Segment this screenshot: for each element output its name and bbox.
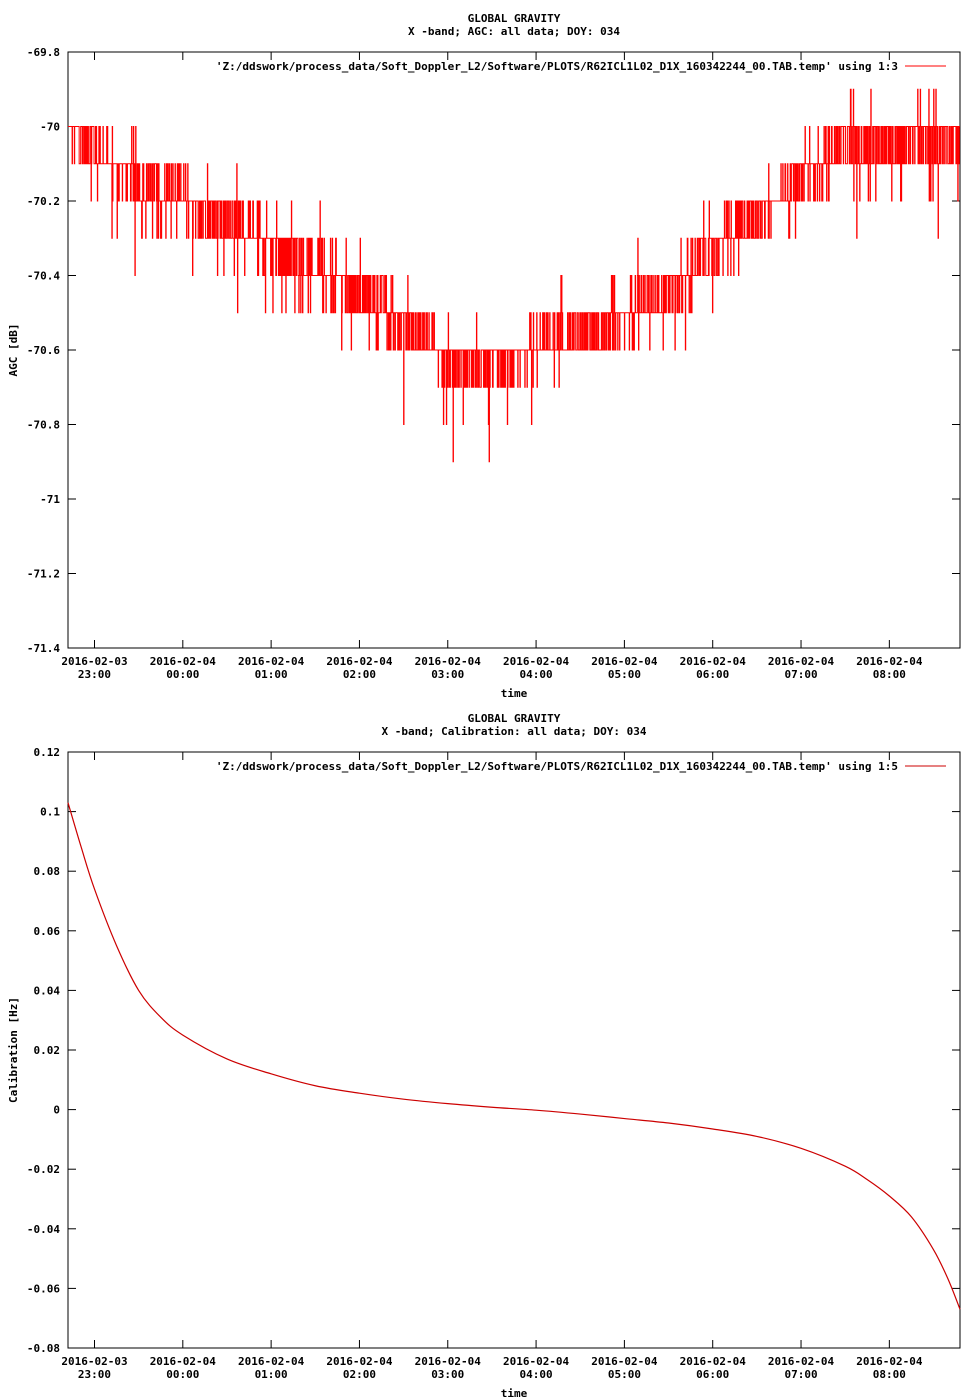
y-tick-label: -71: [40, 493, 60, 506]
chart-subtitle: X -band; Calibration: all data; DOY: 034: [382, 725, 647, 738]
agc-series-line: [68, 88, 960, 463]
y-tick-label: -70.6: [27, 344, 60, 357]
y-tick-label: -0.04: [27, 1223, 60, 1236]
x-tick-date: 2016-02-04: [680, 1355, 747, 1368]
x-tick-date: 2016-02-04: [768, 1355, 835, 1368]
x-tick-date: 2016-02-04: [503, 655, 570, 668]
x-tick-time: 03:00: [431, 668, 464, 681]
x-tick-date: 2016-02-04: [150, 1355, 217, 1368]
x-tick-date: 2016-02-04: [856, 1355, 923, 1368]
x-tick-time: 02:00: [343, 668, 376, 681]
x-tick-time: 04:00: [520, 1368, 553, 1381]
x-tick-time: 06:00: [696, 668, 729, 681]
y-tick-label: -70.4: [27, 270, 60, 283]
y-tick-label: -0.08: [27, 1342, 60, 1355]
x-tick-time: 05:00: [608, 1368, 641, 1381]
y-tick-label: 0.04: [34, 984, 61, 997]
chart-subtitle: X -band; AGC: all data; DOY: 034: [408, 25, 620, 38]
x-tick-date: 2016-02-04: [326, 1355, 393, 1368]
x-tick-date: 2016-02-04: [591, 655, 658, 668]
x-tick-date: 2016-02-04: [326, 655, 393, 668]
y-tick-label: -71.4: [27, 642, 60, 655]
y-tick-label: -0.02: [27, 1163, 60, 1176]
x-tick-time: 23:00: [78, 668, 111, 681]
x-tick-time: 00:00: [166, 668, 199, 681]
x-tick-date: 2016-02-03: [61, 1355, 127, 1368]
x-tick-date: 2016-02-04: [591, 1355, 658, 1368]
x-tick-date: 2016-02-04: [680, 655, 747, 668]
y-tick-label: -71.2: [27, 568, 60, 581]
x-tick-time: 07:00: [784, 1368, 817, 1381]
y-axis-label: Calibration [Hz]: [7, 997, 20, 1103]
y-axis-label: AGC [dB]: [7, 324, 20, 377]
x-tick-time: 06:00: [696, 1368, 729, 1381]
x-tick-date: 2016-02-04: [856, 655, 923, 668]
x-tick-date: 2016-02-04: [238, 655, 305, 668]
x-tick-time: 08:00: [873, 1368, 906, 1381]
legend-label: 'Z:/ddswork/process_data/Soft_Doppler_L2…: [216, 760, 898, 773]
x-tick-time: 04:00: [520, 668, 553, 681]
x-tick-time: 08:00: [873, 668, 906, 681]
x-tick-time: 00:00: [166, 1368, 199, 1381]
x-tick-time: 05:00: [608, 668, 641, 681]
x-tick-time: 01:00: [255, 668, 288, 681]
y-tick-label: 0.02: [34, 1044, 61, 1057]
x-tick-date: 2016-02-03: [61, 655, 127, 668]
chart-title: GLOBAL GRAVITY: [468, 12, 561, 25]
x-tick-time: 03:00: [431, 1368, 464, 1381]
y-tick-label: 0.12: [34, 746, 61, 759]
x-tick-date: 2016-02-04: [768, 655, 835, 668]
calibration-series-line: [67, 802, 961, 1310]
x-tick-date: 2016-02-04: [415, 1355, 482, 1368]
x-tick-date: 2016-02-04: [415, 655, 482, 668]
y-tick-label: -70: [40, 121, 60, 134]
y-tick-label: -69.8: [27, 46, 60, 59]
x-axis-label: time: [501, 687, 528, 700]
y-tick-label: 0.08: [34, 865, 61, 878]
x-tick-date: 2016-02-04: [503, 1355, 570, 1368]
y-tick-label: -70.8: [27, 419, 60, 432]
x-axis-label: time: [501, 1387, 528, 1400]
legend-label: 'Z:/ddswork/process_data/Soft_Doppler_L2…: [216, 60, 898, 73]
plot-border: [67, 751, 961, 1349]
x-tick-date: 2016-02-04: [150, 655, 217, 668]
chart-title: GLOBAL GRAVITY: [468, 712, 561, 725]
y-tick-label: 0.06: [34, 925, 61, 938]
x-tick-time: 02:00: [343, 1368, 376, 1381]
y-tick-label: -0.06: [27, 1282, 60, 1295]
x-tick-time: 07:00: [784, 668, 817, 681]
y-tick-label: 0: [53, 1104, 60, 1117]
y-tick-label: 0.1: [40, 806, 60, 819]
x-tick-time: 23:00: [78, 1368, 111, 1381]
x-tick-time: 01:00: [255, 1368, 288, 1381]
x-tick-date: 2016-02-04: [238, 1355, 305, 1368]
y-tick-label: -70.2: [27, 195, 60, 208]
